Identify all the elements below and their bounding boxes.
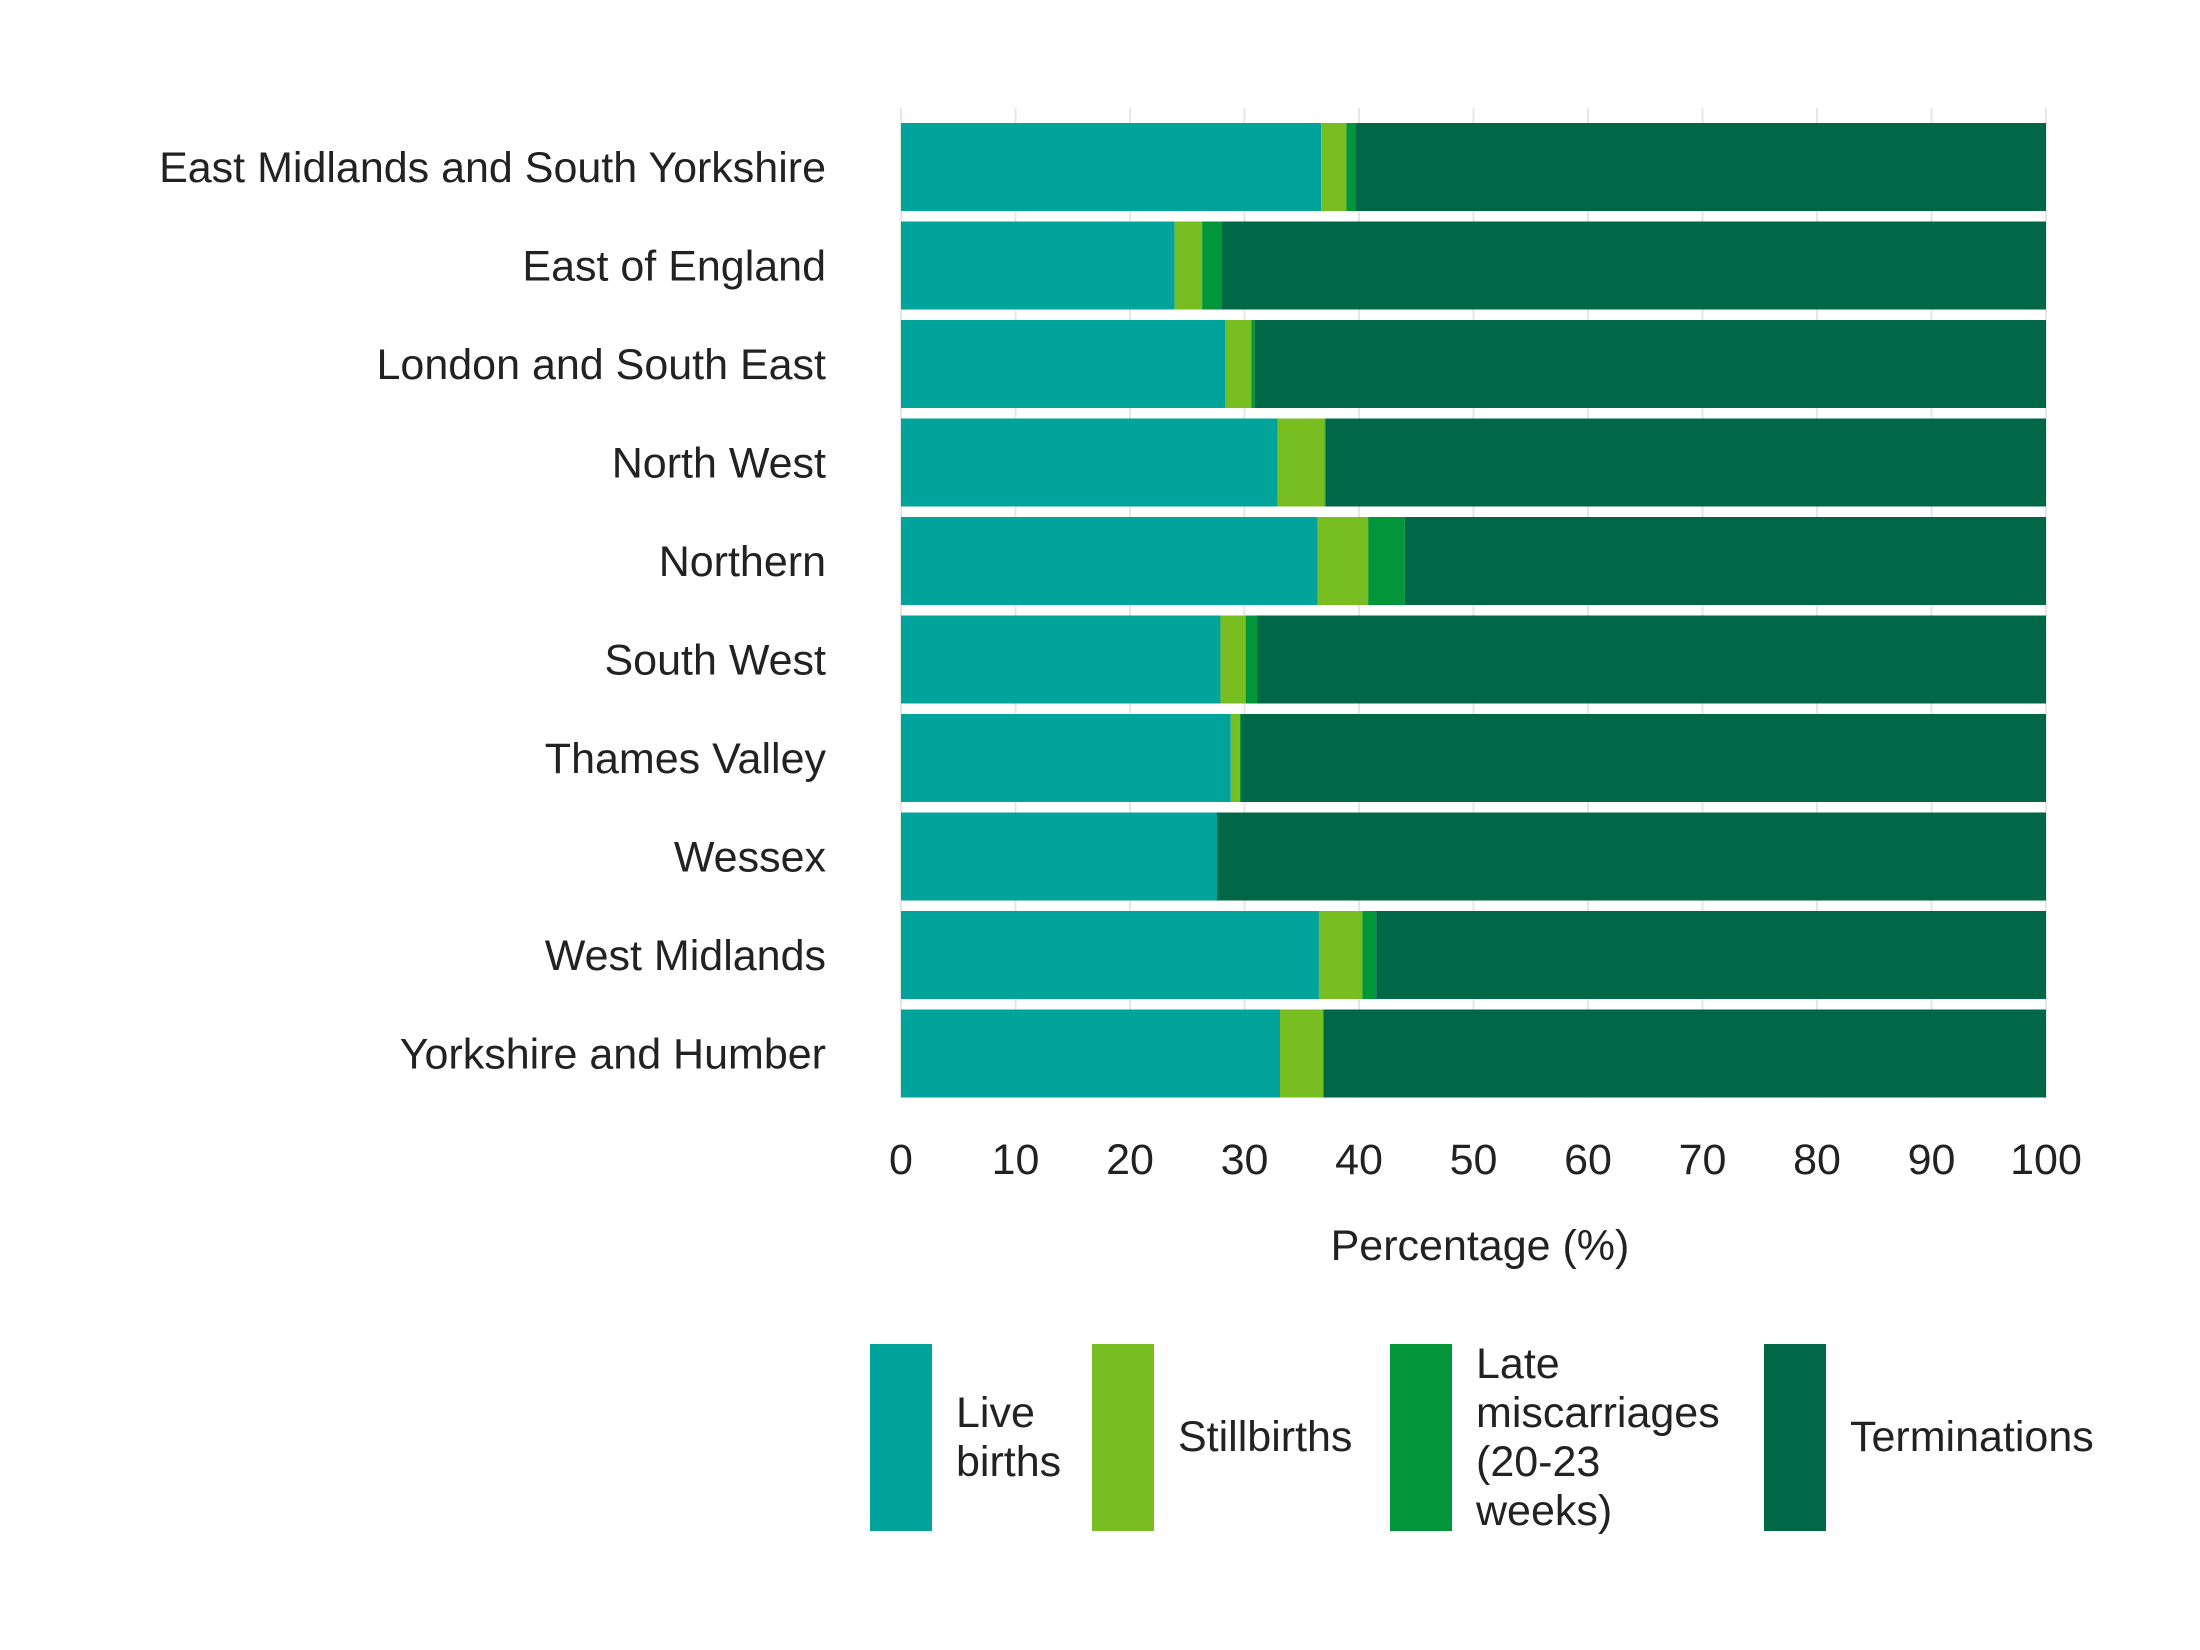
category-label-south-west: South West (605, 637, 827, 685)
x-tick-label-40: 40 (1335, 1136, 1383, 1184)
bar-east-of-england-late-miscarriages-20-23-weeks (1202, 221, 1222, 310)
bar-thames-valley-live-births (901, 714, 1231, 802)
x-tick-label-50: 50 (1450, 1136, 1498, 1184)
legend-item-stillbirths: Stillbirths (1092, 1344, 1352, 1531)
category-label-yorkshire-and-humber: Yorkshire and Humber (400, 1031, 826, 1079)
x-tick-label-90: 90 (1908, 1136, 1956, 1184)
x-tick-label-30: 30 (1221, 1136, 1269, 1184)
category-label-east-of-england: East of England (522, 243, 826, 291)
bar-south-west-late-miscarriages-20-23-weeks (1245, 615, 1258, 704)
bars (901, 123, 2046, 1098)
bar-north-west-live-births (901, 418, 1278, 507)
legend-label-late-miscarriages: Late miscarriages (20-23 weeks) (1476, 1339, 1720, 1535)
bar-wessex-terminations (1217, 812, 2046, 901)
bar-thames-valley-terminations (1241, 714, 2046, 802)
legend-swatch-terminations (1764, 1344, 1826, 1531)
legend-item-terminations: Terminations (1764, 1344, 2094, 1531)
x-tick-label-80: 80 (1793, 1136, 1841, 1184)
bar-east-midlands-and-south-yorkshire-stillbirths (1321, 123, 1347, 211)
legend: Live births Stillbirths Late miscarriage… (870, 1340, 2170, 1535)
bar-south-west-stillbirths (1220, 615, 1246, 704)
bar-northern-late-miscarriages-20-23-weeks (1368, 517, 1405, 605)
bar-yorkshire-and-humber-stillbirths (1279, 1009, 1324, 1098)
bar-west-midlands-late-miscarriages-20-23-weeks (1362, 911, 1377, 999)
legend-swatch-stillbirths (1092, 1344, 1154, 1531)
x-tick-label-0: 0 (889, 1136, 913, 1184)
x-tick-label-100: 100 (2010, 1136, 2082, 1184)
legend-swatch-live-births (870, 1344, 932, 1531)
bar-east-midlands-and-south-yorkshire-late-miscarriages-20-23-weeks (1346, 123, 1356, 211)
bar-east-of-england-stillbirths (1174, 221, 1203, 310)
x-tick-label-10: 10 (992, 1136, 1040, 1184)
x-tick-label-70: 70 (1679, 1136, 1727, 1184)
bar-northern-stillbirths (1317, 517, 1369, 605)
bar-wessex-live-births (901, 812, 1218, 901)
legend-item-late-miscarriages: Late miscarriages (20-23 weeks) (1390, 1340, 1746, 1535)
bar-northern-live-births (901, 517, 1318, 605)
bar-east-of-england-live-births (901, 221, 1175, 310)
bar-yorkshire-and-humber-live-births (901, 1009, 1280, 1098)
bar-north-west-terminations (1325, 418, 2046, 507)
bar-west-midlands-stillbirths (1318, 911, 1363, 999)
bar-yorkshire-and-humber-terminations (1323, 1009, 2046, 1098)
bar-northern-terminations (1404, 517, 2046, 605)
legend-label-stillbirths: Stillbirths (1178, 1413, 1353, 1461)
bar-thames-valley-stillbirths (1230, 714, 1240, 802)
bar-west-midlands-live-births (901, 911, 1319, 999)
x-tick-label-60: 60 (1564, 1136, 1612, 1184)
bar-london-and-south-east-live-births (901, 320, 1226, 408)
category-label-northern: Northern (659, 538, 826, 586)
category-labels: East Midlands and South Yorkshire East of… (159, 144, 826, 1079)
bar-west-midlands-terminations (1376, 911, 2046, 999)
category-label-north-west: North West (612, 440, 826, 488)
bar-london-and-south-east-late-miscarriages-20-23-weeks (1251, 320, 1255, 408)
bar-east-midlands-and-south-yorkshire-live-births (901, 123, 1322, 211)
bar-east-midlands-and-south-yorkshire-terminations (1355, 123, 2046, 211)
bar-north-west-stillbirths (1277, 418, 1325, 507)
bar-south-west-live-births (901, 615, 1221, 704)
bar-london-and-south-east-stillbirths (1225, 320, 1252, 408)
bar-london-and-south-east-terminations (1254, 320, 2046, 408)
bar-thames-valley-late-miscarriages-20-23-weeks (1239, 714, 1242, 802)
legend-label-live-births: Live births (956, 1388, 1062, 1486)
legend-swatch-late-miscarriages (1390, 1344, 1452, 1531)
x-tick-label-20: 20 (1106, 1136, 1154, 1184)
bar-east-of-england-terminations (1221, 221, 2046, 310)
legend-label-terminations: Terminations (1850, 1413, 2094, 1461)
bar-north-west-late-miscarriages-20-23-weeks (1324, 418, 1326, 507)
category-label-wessex: Wessex (674, 834, 827, 882)
x-axis-title: Percentage (%) (1331, 1222, 1630, 1270)
category-label-west-midlands: West Midlands (545, 932, 826, 980)
category-label-london-and-south-east: London and South East (377, 341, 827, 389)
bar-south-west-terminations (1257, 615, 2046, 704)
x-axis-ticks: 0 10 20 30 40 50 60 70 80 90 100 (889, 1136, 2082, 1184)
legend-item-live-births: Live births (870, 1344, 1076, 1531)
category-label-thames-valley: Thames Valley (545, 735, 827, 783)
category-label-east-midlands-and-south-yorkshire: East Midlands and South Yorkshire (159, 144, 826, 192)
